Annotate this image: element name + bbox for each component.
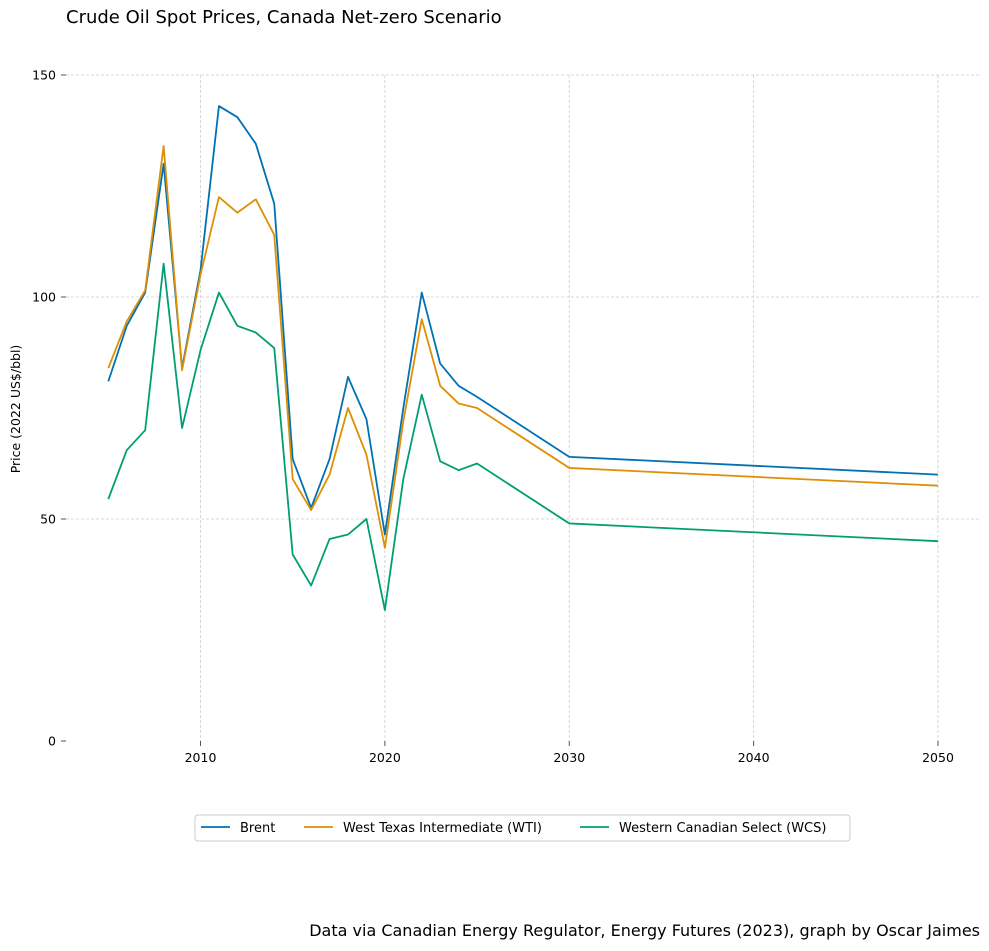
x-tick-label: 2020	[369, 750, 401, 765]
x-tick-label: 2030	[553, 750, 585, 765]
legend-label-2: Western Canadian Select (WCS)	[619, 821, 826, 836]
axes: 0 50 100 150 2010 2020 2030 2040 2050	[32, 68, 954, 766]
x-tick-label: 2050	[922, 750, 954, 765]
y-tick-label: 100	[32, 290, 56, 305]
series-line-2	[107, 262, 939, 611]
series-line-0	[107, 105, 939, 536]
series-lines	[107, 105, 939, 611]
legend-label-0: Brent	[240, 821, 275, 836]
chart-title: Crude Oil Spot Prices, Canada Net-zero S…	[66, 7, 502, 28]
y-tick-label: 0	[48, 734, 56, 749]
y-tick-label: 150	[32, 68, 56, 83]
legend-label-1: West Texas Intermediate (WTI)	[343, 821, 542, 836]
y-tick-label: 50	[40, 512, 56, 527]
x-tick-label: 2040	[738, 750, 770, 765]
x-tick-label: 2010	[185, 750, 217, 765]
source-credit: Data via Canadian Energy Regulator, Ener…	[309, 921, 980, 940]
y-axis-label: Price (2022 US$/bbl)	[8, 345, 23, 474]
grid	[66, 74, 979, 741]
legend-box	[194, 814, 851, 842]
legend: Brent West Texas Intermediate (WTI) Wester…	[194, 814, 851, 842]
series-line-1	[107, 145, 939, 549]
